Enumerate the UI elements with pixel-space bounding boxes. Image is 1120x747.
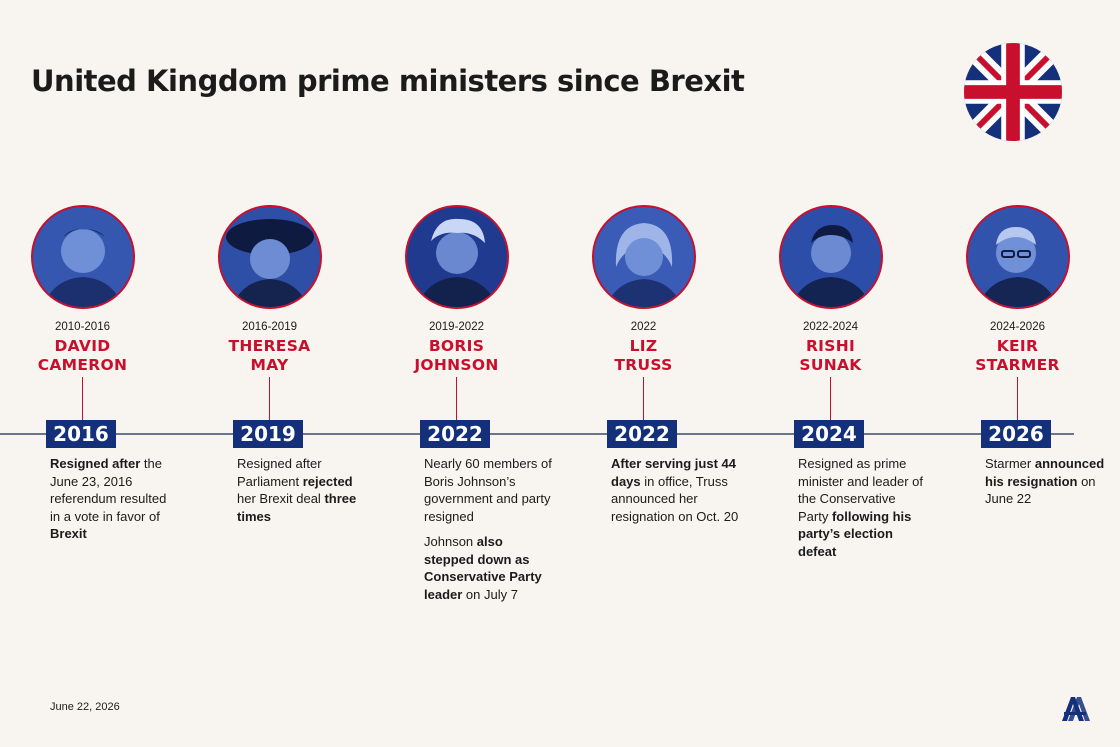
term-years: 2022-2024 [803, 321, 858, 333]
portrait-photo [779, 205, 883, 309]
pm-description: Resigned as prime minister and leader of… [798, 455, 926, 568]
term-years: 2016-2019 [242, 321, 297, 333]
description-paragraph: Johnson also stepped down as Conservativ… [424, 534, 542, 602]
portrait-photo [966, 205, 1070, 309]
union-jack-icon [964, 43, 1062, 141]
connector-line [269, 377, 270, 421]
term-years: 2022 [630, 321, 657, 333]
anadolu-agency-logo [1062, 697, 1090, 721]
portrait-photo [31, 205, 135, 309]
timeline-year-badge: 2024 [794, 420, 864, 448]
timeline-axis [0, 433, 1074, 435]
timeline-year-badge: 2019 [233, 420, 303, 448]
term-years: 2024-2026 [990, 321, 1045, 333]
pm-description: Resigned after Parliament rejected her B… [237, 455, 365, 533]
connector-line [1017, 377, 1018, 421]
description-paragraph: Resigned after Parliament rejected her B… [237, 456, 357, 524]
pm-name: BORIS JOHNSON [414, 337, 499, 374]
timeline-year-badge: 2026 [981, 420, 1051, 448]
connector-line [82, 377, 83, 421]
pm-name: KEIR STARMER [975, 337, 1060, 374]
timeline-year-badge: 2022 [607, 420, 677, 448]
description-paragraph: Resigned after the June 23, 2016 referen… [50, 456, 167, 541]
pm-description: Starmer announced his resignation on Jun… [985, 455, 1113, 516]
pm-name: LIZ TRUSS [614, 337, 673, 374]
connector-line [456, 377, 457, 421]
pm-name: THERESA MAY [228, 337, 311, 374]
description-paragraph: After serving just 44 days in office, Tr… [611, 456, 739, 524]
term-years: 2010-2016 [55, 321, 110, 333]
pm-name: DAVID CAMERON [37, 337, 128, 374]
pm-description: Nearly 60 members of Boris Johnson’s gov… [424, 455, 552, 611]
description-paragraph: Resigned as prime minister and leader of… [798, 456, 924, 559]
pm-description: Resigned after the June 23, 2016 referen… [50, 455, 178, 551]
term-years: 2019-2022 [429, 321, 484, 333]
description-paragraph: Starmer announced his resignation on Jun… [985, 456, 1105, 506]
connector-line [643, 377, 644, 421]
portrait-photo [218, 205, 322, 309]
publish-date: June 22, 2026 [50, 701, 120, 713]
timeline-year-badge: 2016 [46, 420, 116, 448]
pm-description: After serving just 44 days in office, Tr… [611, 455, 739, 533]
portrait-photo [592, 205, 696, 309]
timeline-year-badge: 2022 [420, 420, 490, 448]
connector-line [830, 377, 831, 421]
page-title: United Kingdom prime ministers since Bre… [31, 64, 745, 98]
description-paragraph: Nearly 60 members of Boris Johnson’s gov… [424, 456, 552, 524]
portrait-photo [405, 205, 509, 309]
pm-name: RISHI SUNAK [799, 337, 862, 374]
